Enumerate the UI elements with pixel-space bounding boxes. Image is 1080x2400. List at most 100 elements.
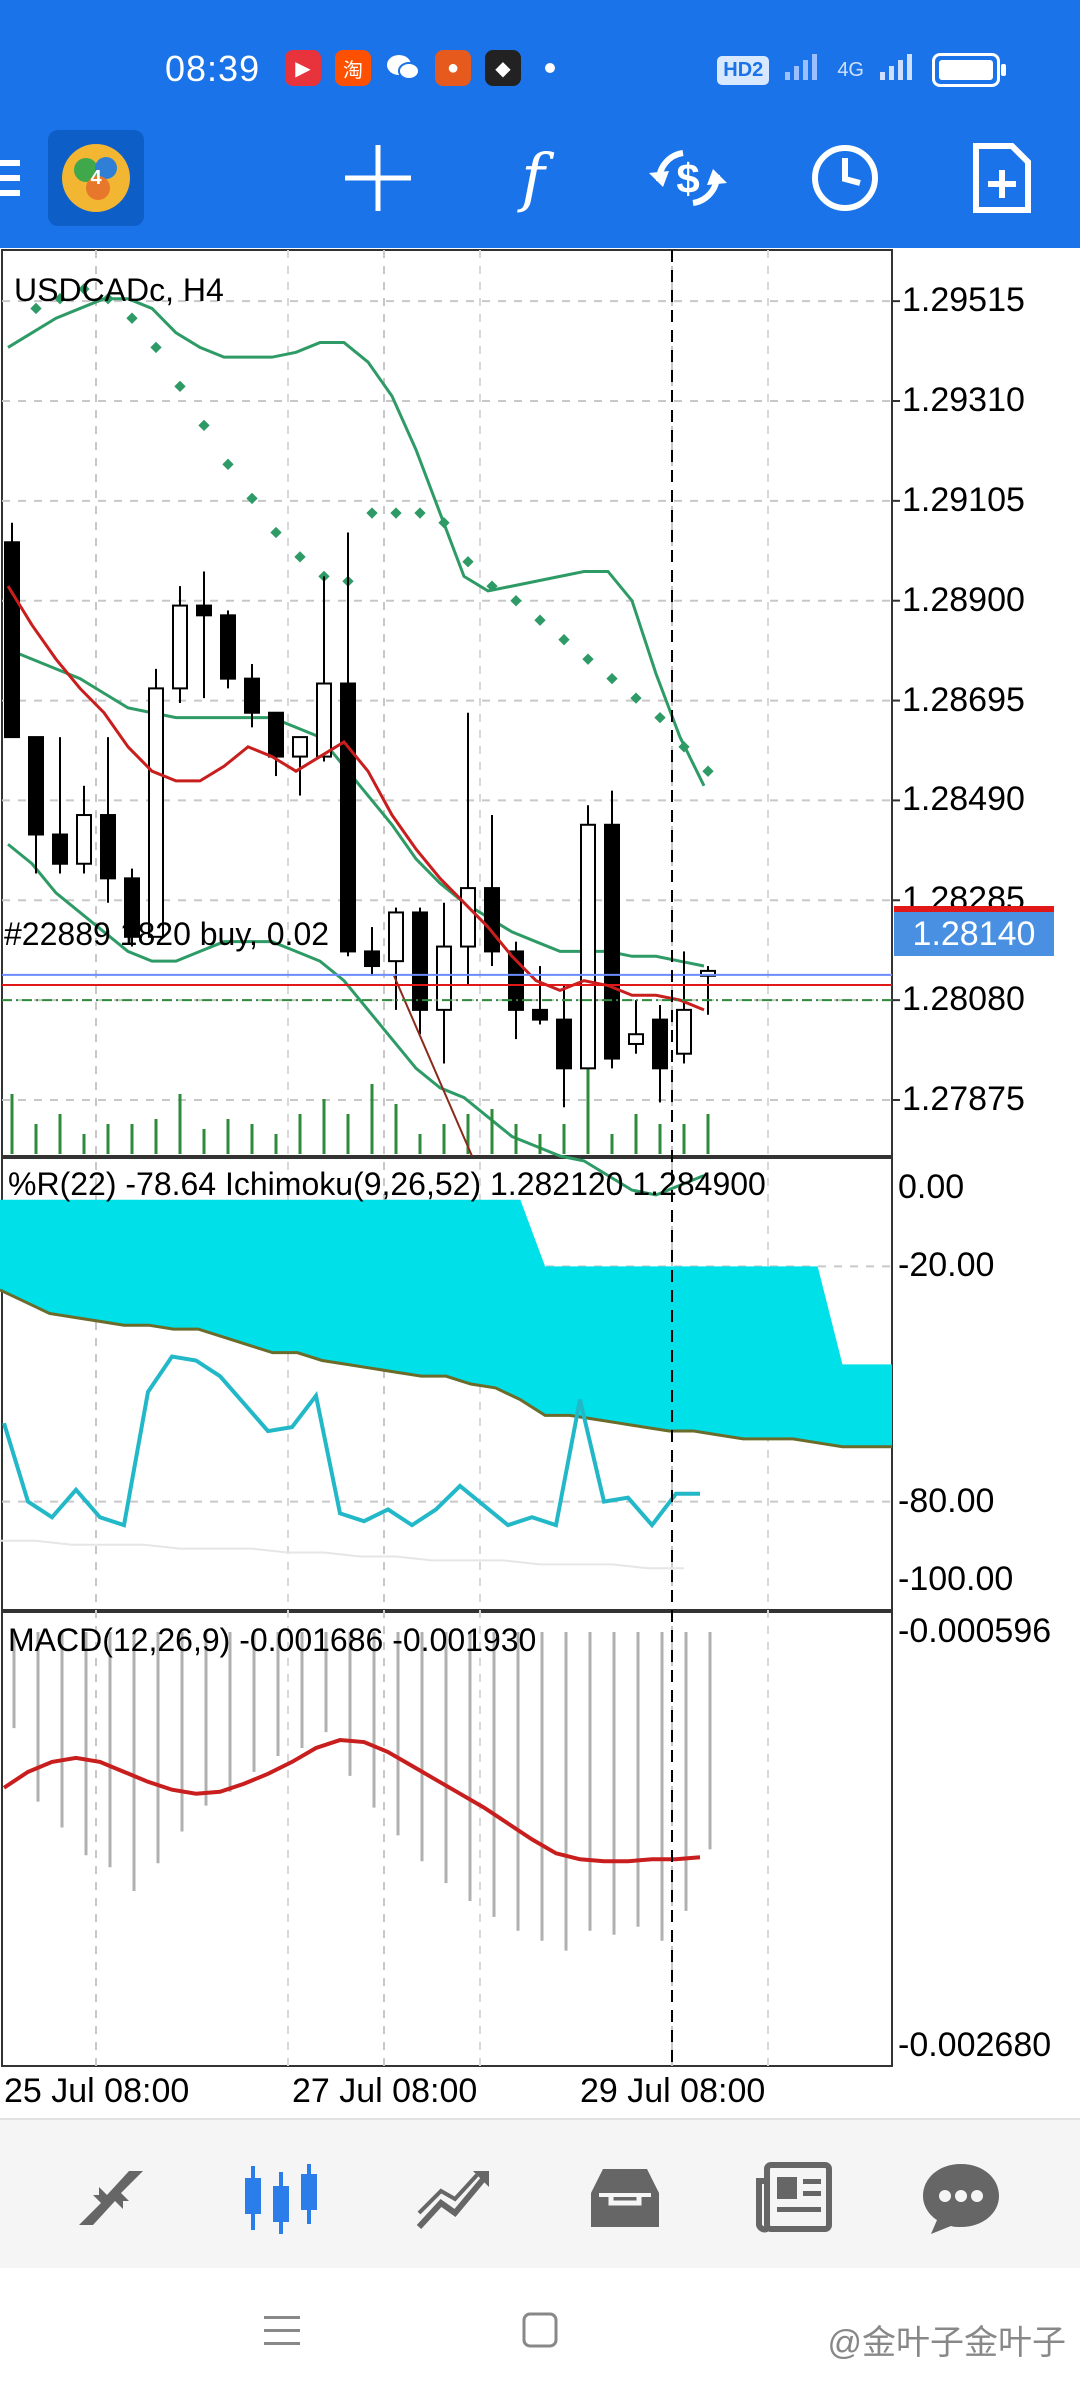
macd-histogram (12, 1632, 712, 1951)
signal-icon (783, 52, 823, 88)
sar-dot (534, 614, 546, 626)
indicators-f-icon[interactable]: f (485, 130, 581, 226)
trade-icon[interactable] (408, 2158, 498, 2238)
candle-bull (388, 911, 404, 963)
price-tick-label: 1.28900 (902, 580, 1025, 619)
parabolic-sar (30, 283, 714, 777)
bb-upper-line (7, 297, 706, 787)
panel-frame-2 (1, 1611, 893, 2067)
wpr-line (2, 1354, 700, 1529)
time-axis-label: 29 Jul 08:00 (580, 2072, 766, 2110)
candle-bear (268, 711, 284, 758)
candle-bear (244, 677, 260, 714)
sar-dot (462, 556, 474, 568)
sar-dot (198, 419, 210, 432)
sar-dot (582, 653, 594, 665)
menu-icon[interactable] (0, 130, 40, 226)
candle-bull (628, 1033, 644, 1045)
macd-tick-label: -0.002680 (898, 2026, 1052, 2064)
sar-dot (630, 692, 642, 704)
chart-overlay (2, 250, 892, 2066)
price-tick-label: 1.28695 (902, 680, 1025, 719)
volume-bars (10, 1064, 710, 1154)
messages-icon[interactable] (916, 2158, 1006, 2238)
sar-dot (414, 507, 426, 519)
candle-bull (76, 814, 92, 865)
more-notifications-dot (545, 63, 555, 73)
candle-bull (580, 823, 596, 1070)
candle-bear (220, 614, 236, 680)
price-tick-label: 1.29515 (902, 281, 1025, 320)
trade-dollar-icon[interactable]: $ (640, 130, 736, 226)
candle-bear (364, 950, 380, 968)
candle-bull (292, 736, 308, 758)
chart-toolbar: 4 f $ (0, 110, 1080, 248)
ichimoku-cloud (0, 1199, 892, 1570)
ichimoku-kijun-line (0, 1288, 892, 1449)
sar-dot (174, 380, 186, 393)
candle-bull (148, 687, 164, 938)
bottom-navigation (0, 2118, 1080, 2270)
app-dark-icon: ◆ (485, 50, 521, 86)
system-navigation (0, 2268, 1080, 2400)
candle-bear (100, 814, 116, 880)
sar-dot (558, 634, 570, 646)
sar-dot (150, 341, 162, 354)
candle-bear (532, 1008, 548, 1021)
macd-tick-label: -0.000596 (898, 1612, 1052, 1650)
sar-dot (678, 741, 690, 753)
candle-bull (460, 887, 476, 948)
svg-text:f: f (517, 143, 555, 213)
ichimoku-cloud-area (0, 1199, 892, 1447)
sar-dot (294, 551, 306, 563)
app-orange-icon: ● (435, 50, 471, 86)
current-price-box: 1.28140 (894, 912, 1054, 956)
news-icon[interactable] (750, 2158, 840, 2238)
candle-bear (196, 604, 212, 617)
sar-dot (126, 312, 138, 324)
candle-bear (652, 1018, 668, 1070)
chart-canvas[interactable] (0, 248, 1080, 2118)
candle-bull (676, 1008, 692, 1055)
app-red-icon: ▶ (285, 50, 321, 86)
sar-dot (270, 526, 282, 539)
candle-bull (172, 604, 188, 690)
metatrader-logo-icon[interactable]: 4 (48, 130, 144, 226)
sar-dot (390, 507, 402, 519)
hd2-badge: HD2 (717, 55, 770, 85)
sar-dot (606, 672, 618, 685)
network-4g-label: 4G (837, 58, 864, 81)
macd-signal-line (2, 1738, 701, 1864)
sar-dot (702, 765, 714, 777)
candle-bear (412, 911, 428, 1011)
new-document-icon[interactable] (954, 130, 1050, 226)
sar-dot (222, 458, 234, 470)
taobao-icon: 淘 (335, 50, 371, 86)
ma-line (6, 585, 705, 1012)
recent-apps-icon[interactable] (262, 2310, 302, 2355)
order-label[interactable]: #22889 1820 buy, 0.02 (4, 916, 330, 952)
notification-icons: ▶ 淘 ● ◆ (285, 50, 555, 86)
sar-dot (366, 507, 378, 519)
home-button-icon[interactable] (520, 2310, 560, 2355)
watermark: @金叶子金叶子 (827, 2324, 1066, 2362)
wechat-icon (385, 50, 421, 86)
chart-candles-icon[interactable] (236, 2158, 326, 2238)
candle-bull (436, 945, 452, 1011)
chart-area[interactable]: USDCADc, H4 #22889 1820 buy, 0.02 1.2951… (0, 248, 1080, 2118)
crosshair-icon[interactable] (330, 130, 426, 226)
candle-bear (604, 823, 620, 1060)
quotes-icon[interactable] (66, 2158, 156, 2238)
candle-bear (484, 887, 500, 953)
status-time: 08:39 (165, 48, 261, 89)
williams-tick-label: -80.00 (898, 1481, 995, 1520)
status-bar: 08:39 ▶ 淘 ● ◆ HD2 4G (0, 0, 1080, 110)
history-icon[interactable] (580, 2158, 670, 2238)
candles (4, 522, 716, 1108)
panel-frame-0 (1, 249, 893, 1157)
macd-label: MACD(12,26,9) -0.001686 -0.001930 (8, 1622, 537, 1658)
ichimoku-faint-line (0, 1539, 684, 1570)
signal-4g-icon (878, 52, 918, 88)
timeframe-clock-icon[interactable] (797, 130, 893, 226)
time-axis-label: 27 Jul 08:00 (292, 2072, 478, 2110)
